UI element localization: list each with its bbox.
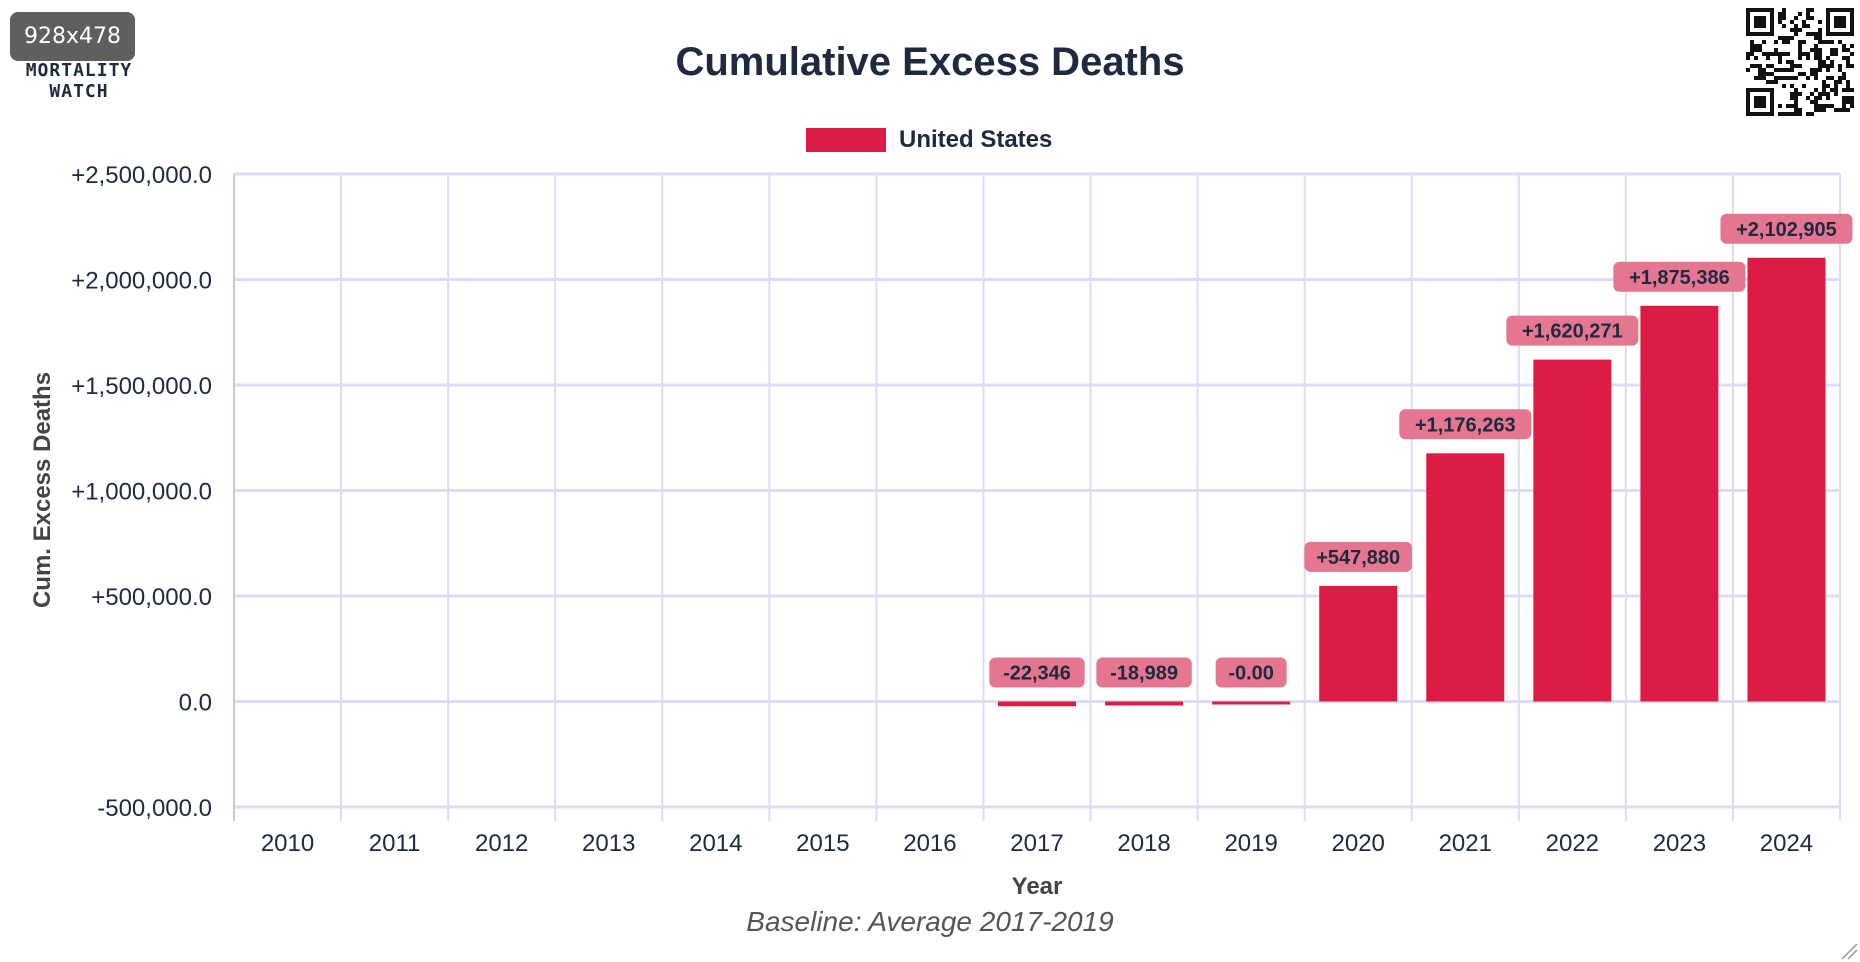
data-label: -22,346	[1003, 663, 1071, 685]
x-tick-label: 2018	[1117, 830, 1170, 857]
data-label-box	[989, 657, 1085, 688]
data-label: +2,102,905	[1736, 219, 1837, 241]
x-tick-label: 2015	[796, 830, 849, 857]
data-label-box	[1096, 657, 1192, 688]
data-label-box	[1215, 657, 1287, 688]
x-tick-label: 2022	[1546, 830, 1599, 857]
bar	[1319, 585, 1398, 702]
resize-grip-icon[interactable]	[1838, 940, 1858, 960]
bar	[1747, 257, 1826, 702]
data-label: -0.00	[1228, 663, 1274, 685]
data-label-box	[1399, 409, 1532, 440]
y-tick-label: 0.0	[179, 690, 212, 717]
y-tick-label: +500,000.0	[91, 584, 212, 611]
data-label: +1,176,263	[1415, 414, 1516, 436]
data-label-box	[1720, 213, 1853, 244]
y-tick-label: +2,500,000.0	[71, 162, 212, 189]
x-tick-label: 2019	[1224, 830, 1277, 857]
bar	[998, 701, 1076, 707]
x-tick-label: 2011	[369, 830, 421, 857]
data-label: -18,989	[1110, 663, 1178, 685]
chart-title: Cumulative Excess Deaths	[675, 40, 1185, 84]
data-label-box	[1506, 315, 1639, 346]
bar	[1105, 701, 1184, 706]
y-tick-label: +2,000,000.0	[71, 268, 212, 295]
x-tick-label: 2020	[1332, 830, 1385, 857]
qr-code-icon	[1746, 8, 1854, 116]
bar	[1640, 305, 1719, 702]
legend-label: United States	[899, 126, 1053, 153]
x-tick-label: 2016	[903, 830, 956, 857]
data-label: +547,880	[1316, 547, 1400, 569]
data-label-box	[1304, 541, 1412, 572]
x-tick-label: 2013	[582, 830, 635, 857]
logo-line-2: WATCH	[49, 81, 109, 102]
x-tick-label: 2023	[1653, 830, 1706, 857]
x-tick-label: 2010	[261, 830, 314, 857]
legend-swatch	[806, 128, 886, 152]
x-axis-title: Year	[1012, 873, 1063, 900]
data-label: +1,620,271	[1522, 321, 1623, 343]
x-tick-label: 2014	[689, 830, 742, 857]
data-label-box	[1613, 261, 1746, 292]
image-size-badge: 928x478	[10, 12, 136, 61]
x-tick-label: 2017	[1010, 830, 1063, 857]
legend[interactable]: United States	[806, 126, 1052, 154]
baseline-note: Baseline: Average 2017-2019	[746, 906, 1114, 937]
y-axis-title: Cum. Excess Deaths	[29, 372, 56, 608]
y-tick-label: -500,000.0	[97, 795, 212, 822]
data-label: +1,875,386	[1629, 267, 1730, 289]
bar	[1426, 453, 1505, 702]
x-tick-label: 2012	[475, 830, 528, 857]
y-tick-label: +1,000,000.0	[71, 479, 212, 506]
bar	[1212, 701, 1291, 705]
mortality-watch-logo: MORTALITY WATCH	[14, 60, 144, 102]
x-tick-label: 2021	[1439, 830, 1492, 857]
bar	[1533, 359, 1612, 702]
x-tick-label: 2024	[1760, 830, 1813, 857]
logo-line-1: MORTALITY	[25, 60, 133, 81]
y-tick-label: +1,500,000.0	[71, 373, 212, 400]
